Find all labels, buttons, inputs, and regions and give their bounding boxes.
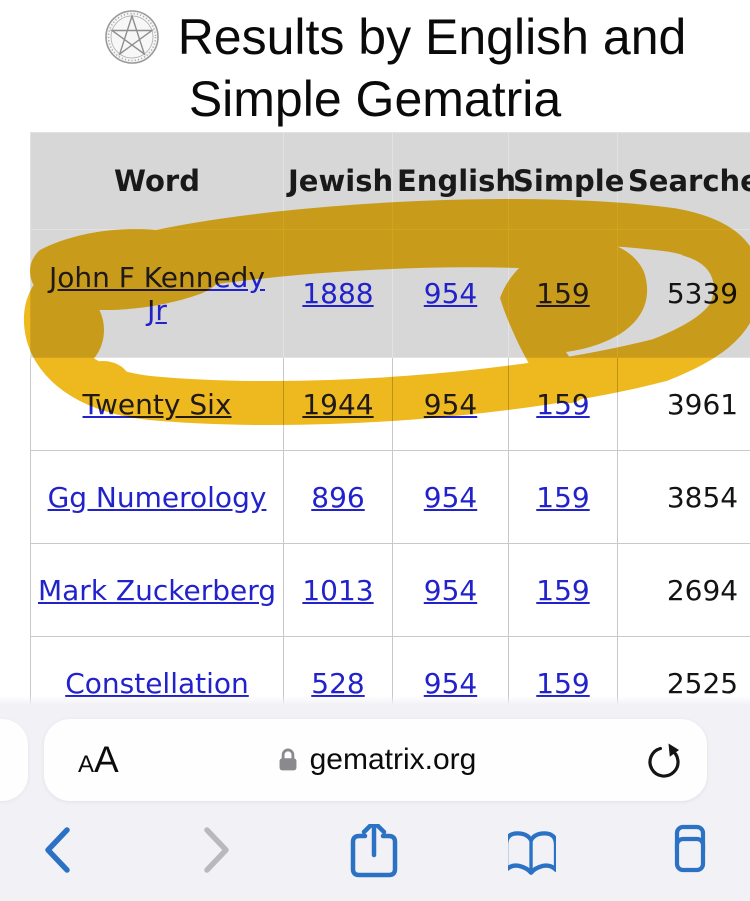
word-cell: Mark Zuckerberg: [30, 543, 284, 637]
english-value-link[interactable]: 954: [423, 277, 478, 310]
english-cell: 954: [392, 450, 509, 544]
column-header-word: Word: [30, 132, 284, 230]
share-icon: [350, 819, 398, 878]
table-row: John F Kennedy Jr 1888 954 159 5339: [30, 229, 750, 358]
simple-cell: 159: [508, 450, 618, 544]
web-page-content: Results by English and Simple Gematria W…: [0, 0, 750, 730]
jewish-cell: 1944: [283, 357, 393, 451]
searches-cell: 5339: [617, 229, 750, 358]
tabs-icon: [674, 824, 706, 873]
table-header-row: WordJewishEnglishSimpleSearches: [30, 132, 750, 230]
simple-value-link[interactable]: 159: [536, 573, 590, 607]
title-line-2: Simple Gematria: [188, 71, 562, 127]
english-value-link[interactable]: 954: [423, 480, 478, 514]
simple-value-link[interactable]: 159: [536, 666, 590, 700]
table-row: Twenty Six 1944 954 159 3961: [30, 357, 750, 451]
word-cell: Twenty Six: [30, 357, 284, 451]
table-row: Gg Numerology 896 954 159 3854: [30, 450, 750, 544]
word-link[interactable]: Gg Numerology: [47, 480, 267, 514]
word-link[interactable]: Twenty Six: [82, 387, 232, 421]
searches-value: 3961: [666, 387, 739, 421]
bookmarks-book-icon: [503, 831, 559, 875]
reload-button[interactable]: [643, 738, 687, 782]
word-link[interactable]: Constellation: [65, 666, 249, 700]
adjacent-tab-edge[interactable]: [0, 719, 28, 801]
table-row: Mark Zuckerberg 1013 954 159 2694: [30, 543, 750, 637]
page-title: Results by English and Simple Gematria: [0, 0, 750, 130]
searches-cell: 3854: [617, 450, 750, 544]
back-chevron-icon: [45, 827, 70, 873]
back-button[interactable]: [34, 824, 82, 888]
gematria-results-table: WordJewishEnglishSimpleSearches John F K…: [30, 132, 750, 730]
simple-cell: 159: [508, 357, 618, 451]
forward-chevron-icon: [204, 827, 229, 873]
simple-value-link[interactable]: 159: [536, 387, 590, 421]
simple-value-link[interactable]: 159: [536, 480, 590, 514]
english-value-link[interactable]: 954: [423, 573, 478, 607]
english-value-link[interactable]: 954: [423, 387, 478, 421]
column-header-jewish: Jewish: [283, 132, 393, 230]
column-header-english: English: [392, 132, 516, 230]
word-link[interactable]: Mark Zuckerberg: [37, 573, 276, 607]
reader-small-a: A: [78, 751, 95, 778]
title-line-1: Results by English and: [177, 9, 687, 65]
safari-toolbar: [0, 819, 750, 901]
column-header-searches: Searches: [617, 132, 750, 230]
simple-cell: 159: [508, 229, 618, 358]
jewish-value-link[interactable]: 1888: [302, 277, 374, 310]
word-cell: Gg Numerology: [30, 450, 284, 544]
jewish-value-link[interactable]: 528: [311, 666, 365, 700]
gematrix-pentagram-logo-icon: [104, 9, 160, 65]
searches-cell: 2694: [617, 543, 750, 637]
simple-value-link[interactable]: 159: [536, 277, 590, 310]
searches-value: 2694: [666, 573, 739, 607]
jewish-cell: 1888: [283, 229, 393, 358]
tabs-button[interactable]: [666, 824, 714, 888]
searches-value: 2525: [666, 666, 739, 700]
english-value-link[interactable]: 954: [423, 666, 478, 700]
url-text: gematrix.org: [309, 743, 477, 776]
column-header-simple: Simple: [508, 132, 624, 230]
searches-value: 5339: [666, 277, 739, 310]
share-button[interactable]: [350, 819, 398, 888]
english-cell: 954: [392, 543, 509, 637]
word-cell: John F Kennedy Jr: [30, 229, 284, 358]
jewish-value-link[interactable]: 896: [311, 480, 365, 514]
forward-button[interactable]: [192, 824, 240, 888]
jewish-cell: 1013: [283, 543, 393, 637]
lock-icon: [279, 748, 297, 771]
reader-big-a: A: [94, 739, 119, 780]
english-cell: 954: [392, 229, 509, 358]
jewish-value-link[interactable]: 1944: [302, 387, 374, 421]
simple-cell: 159: [508, 543, 618, 637]
word-link[interactable]: John F Kennedy Jr: [48, 260, 266, 327]
bookmarks-button[interactable]: [503, 824, 559, 888]
jewish-cell: 896: [283, 450, 393, 544]
jewish-value-link[interactable]: 1013: [302, 573, 374, 607]
searches-value: 3854: [666, 480, 739, 514]
searches-cell: 3961: [617, 357, 750, 451]
english-cell: 954: [392, 357, 509, 451]
